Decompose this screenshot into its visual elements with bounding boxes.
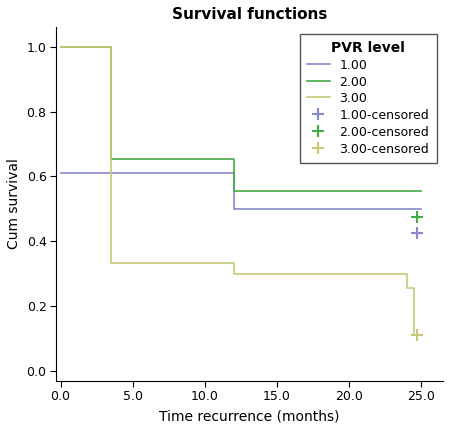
1.00: [231, 206, 236, 212]
Y-axis label: Cum survival: Cum survival: [7, 159, 21, 249]
1.00: [108, 171, 114, 176]
Line: 1.00: 1.00: [61, 173, 421, 209]
3.00: [108, 44, 114, 49]
3.00: [58, 44, 63, 49]
2.00: [108, 156, 114, 161]
2.00: [108, 44, 114, 49]
2.00: [231, 156, 236, 161]
1.00: [418, 206, 424, 212]
Line: 3.00: 3.00: [61, 47, 421, 335]
3.00: [231, 261, 236, 266]
3.00: [418, 333, 424, 338]
3.00: [404, 271, 410, 276]
1.00: [231, 171, 236, 176]
2.00: [231, 188, 236, 194]
3.00: [411, 333, 417, 338]
2.00: [418, 188, 424, 194]
3.00: [231, 271, 236, 276]
3.00: [411, 286, 417, 291]
1.00: [58, 171, 63, 176]
Line: 2.00: 2.00: [61, 47, 421, 191]
X-axis label: Time recurrence (months): Time recurrence (months): [159, 409, 340, 423]
1.00: [108, 171, 114, 176]
Legend: 1.00, 2.00, 3.00, 1.00-censored, 2.00-censored, 3.00-censored: 1.00, 2.00, 3.00, 1.00-censored, 2.00-ce…: [300, 34, 437, 163]
2.00: [58, 44, 63, 49]
3.00: [108, 261, 114, 266]
3.00: [418, 333, 424, 338]
1.00: [418, 206, 424, 212]
Title: Survival functions: Survival functions: [172, 7, 327, 22]
3.00: [404, 286, 410, 291]
2.00: [418, 188, 424, 194]
